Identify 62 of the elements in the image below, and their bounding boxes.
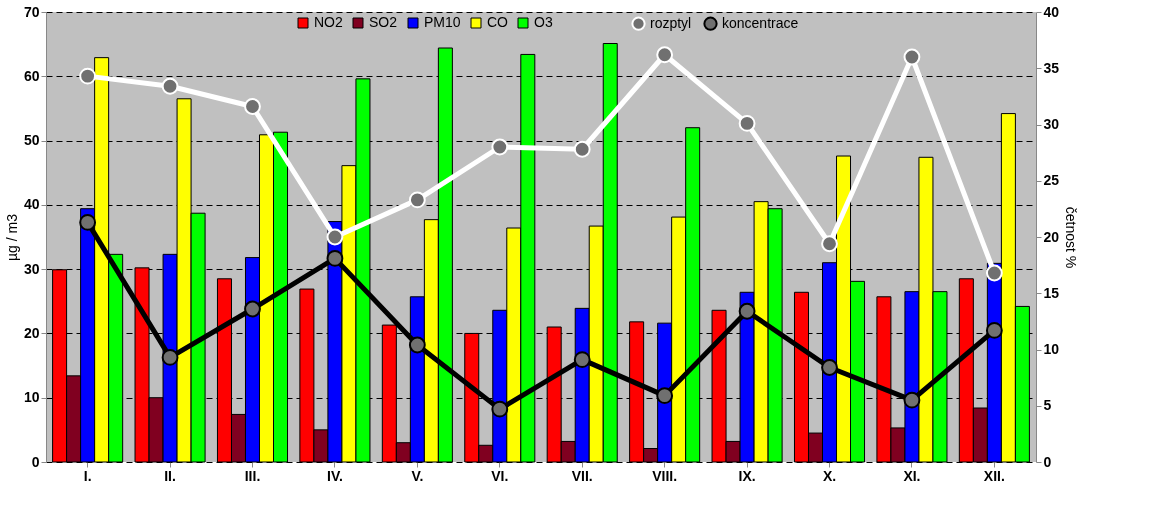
point — [656, 46, 674, 64]
point — [985, 321, 1003, 339]
x-tick-label: X. — [822, 467, 837, 484]
x-tick-label: I. — [83, 467, 92, 484]
y-tick-label: 40 — [23, 196, 40, 213]
point — [821, 359, 838, 376]
point — [491, 400, 509, 418]
x-tick-label: VI. — [491, 467, 509, 484]
legend-label: SO2 — [369, 14, 398, 30]
y-tick-label: 60 — [23, 67, 40, 84]
y2-tick-label: 15 — [1043, 284, 1060, 301]
point — [79, 67, 97, 85]
legend-label: PM10 — [424, 14, 461, 30]
point — [161, 348, 179, 366]
point — [985, 264, 1003, 282]
point — [656, 387, 674, 405]
y-tick-label: 10 — [23, 389, 40, 406]
point — [821, 235, 838, 253]
y2-tick-label: 0 — [1043, 453, 1052, 470]
y2-tick-label: 25 — [1043, 172, 1060, 189]
legend-label: rozptyl — [650, 14, 692, 31]
y-tick-label: 70 — [23, 3, 40, 20]
x-tick-label: XI. — [903, 467, 921, 484]
y2-tick-label: 20 — [1043, 228, 1060, 245]
y-tick-label: 50 — [23, 132, 40, 149]
x-tick-label: VIII. — [652, 467, 678, 484]
y2-tick-label: 30 — [1043, 116, 1060, 132]
x-tick-label: IX. — [738, 467, 756, 484]
y-tick-label: 20 — [23, 324, 40, 341]
x-tick-label: II. — [164, 467, 176, 484]
point — [903, 48, 921, 66]
point — [738, 302, 756, 320]
legend-label: CO — [487, 14, 509, 30]
y2-tick-label: 5 — [1043, 397, 1052, 414]
y-tick-label: 0 — [31, 453, 40, 470]
point — [161, 77, 179, 95]
x-tick-label: XII. — [983, 467, 1005, 484]
point — [573, 351, 591, 369]
legend-label: O3 — [534, 14, 553, 30]
point — [326, 249, 344, 267]
x-tick-label: VII. — [571, 467, 593, 484]
point — [491, 138, 509, 156]
point — [903, 391, 921, 409]
y2-tick-label: 40 — [1043, 3, 1060, 20]
x-tick-label: IV. — [327, 467, 343, 484]
point — [244, 98, 261, 115]
point — [326, 228, 344, 246]
x-tick-label: III. — [244, 467, 261, 484]
y2-axis-title: četnost % — [1063, 206, 1080, 269]
point — [738, 114, 756, 132]
y-tick-label: 30 — [23, 260, 40, 277]
y2-tick-label: 35 — [1043, 59, 1060, 76]
y2-tick-label: 10 — [1043, 341, 1060, 357]
legend-label: NO2 — [314, 14, 343, 30]
y-axis-title: µg / m3 — [3, 213, 20, 261]
point — [79, 213, 97, 231]
point — [408, 191, 426, 209]
point — [573, 140, 591, 158]
legend-label: koncentrace — [722, 14, 799, 31]
x-tick-label: V. — [411, 467, 424, 484]
point — [244, 300, 261, 318]
point — [408, 336, 426, 354]
